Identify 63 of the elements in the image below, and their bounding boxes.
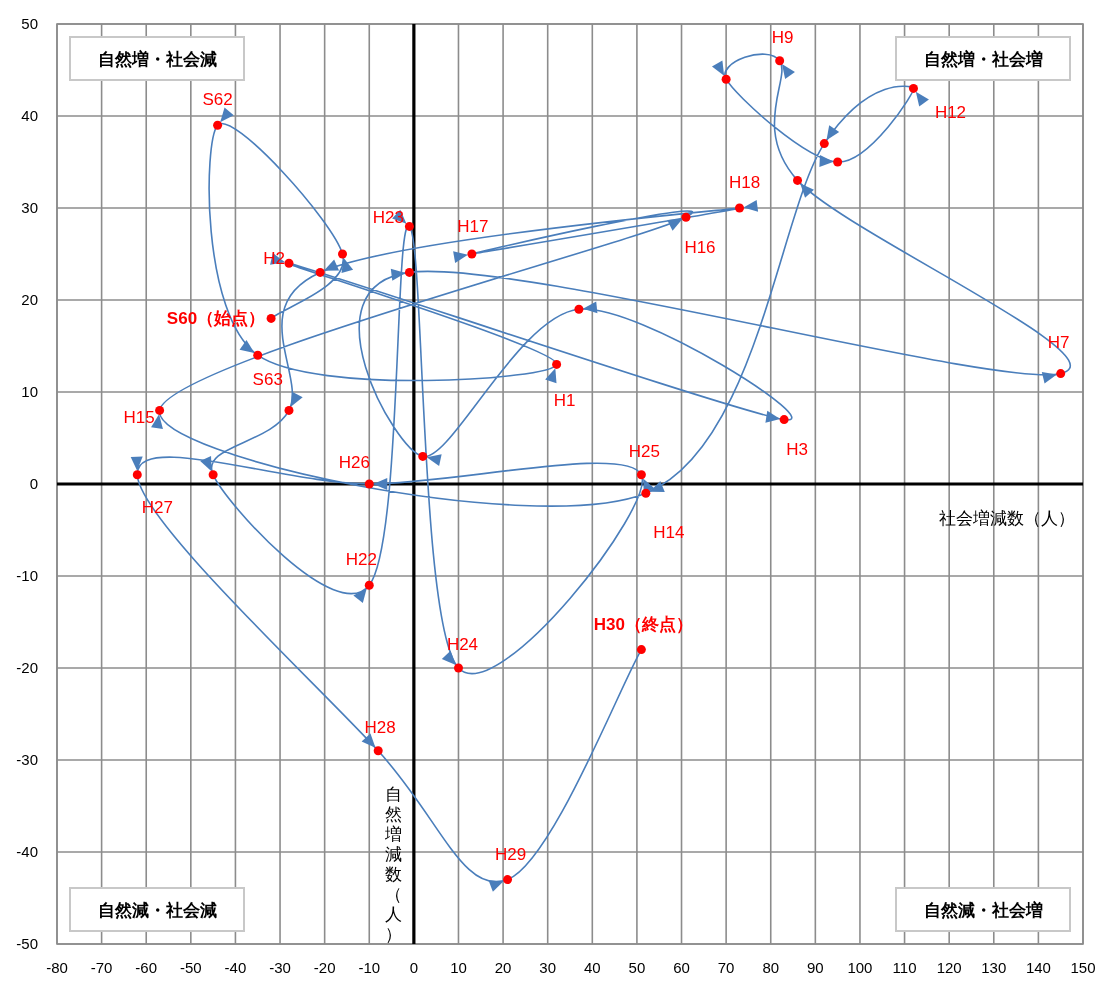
x-tick-label: 150 (1070, 959, 1096, 976)
annotation: 自然増・社会減 (97, 49, 217, 69)
x-tick-label: -20 (313, 959, 336, 976)
y-axis-title: 自然増減数（人） (384, 785, 403, 944)
annotation: 自然増・社会増 (923, 49, 1043, 69)
annotation: 自然減・社会増 (923, 900, 1043, 920)
y-tick-label: -50 (16, 935, 38, 952)
annotation: H17 (457, 217, 489, 236)
x-tick-label: 130 (981, 959, 1007, 976)
x-tick-label: -70 (90, 959, 113, 976)
annotation: H16 (684, 238, 716, 258)
annotation: H14 (653, 523, 685, 543)
x-tick-label: -60 (135, 959, 158, 976)
y-tick-label: 0 (29, 475, 38, 492)
y-tick-label: -30 (16, 751, 38, 768)
y-tick-label: 30 (21, 199, 38, 216)
annotation: H1 (553, 391, 576, 411)
x-tick-label: 80 (762, 959, 780, 976)
x-tick-label: -80 (46, 959, 68, 976)
x-tick-label: 90 (807, 959, 824, 976)
annotation: S63 (252, 370, 283, 390)
x-tick-label: -40 (224, 959, 247, 976)
y-tick-label: 50 (21, 15, 38, 32)
x-tick-label: 30 (539, 959, 557, 976)
x-tick-label: 120 (936, 959, 962, 976)
annotation: H15 (123, 408, 155, 428)
y-tick-label: -40 (16, 843, 38, 860)
annotation: H7 (1047, 332, 1070, 352)
x-axis-title: 社会増減数（人） (939, 509, 1075, 528)
annotation: H22 (345, 550, 377, 570)
x-tick-label: 110 (892, 959, 917, 976)
x-tick-label: 100 (847, 959, 873, 976)
x-tick-label: 60 (673, 959, 690, 976)
x-tick-label: 40 (583, 959, 601, 976)
annotation: 自然減・社会減 (97, 901, 217, 920)
annotation: H26 (338, 453, 370, 472)
y-tick-label: -20 (16, 659, 38, 676)
x-tick-label: 0 (409, 959, 419, 976)
x-tick-label: -10 (358, 959, 381, 976)
annotation: S60（始点） (166, 309, 266, 329)
annotation: H25 (628, 441, 660, 461)
annotation: H9 (771, 27, 794, 47)
x-tick-label: 140 (1025, 959, 1051, 976)
annotation: H30（終点） (593, 614, 693, 634)
annotation: H3 (786, 439, 808, 459)
y-tick-label: 10 (21, 383, 38, 400)
x-tick-label: -30 (269, 959, 291, 976)
annotation: H2 (263, 249, 285, 269)
x-tick-label: 20 (494, 959, 512, 976)
x-tick-label: -50 (179, 959, 202, 976)
annotation: S62 (202, 90, 233, 110)
annotation: H29 (494, 844, 527, 864)
annotation: H24 (446, 635, 479, 654)
x-tick-label: 10 (450, 959, 467, 976)
annotation: H12 (934, 103, 967, 123)
annotation: H28 (364, 717, 396, 737)
annotation: H18 (728, 173, 761, 192)
y-tick-label: 40 (21, 107, 38, 124)
y-tick-label: 20 (21, 291, 38, 308)
x-tick-label: 70 (717, 959, 735, 976)
annotation: H23 (372, 208, 404, 228)
y-tick-label: -10 (16, 567, 38, 584)
x-tick-label: 50 (628, 959, 646, 976)
